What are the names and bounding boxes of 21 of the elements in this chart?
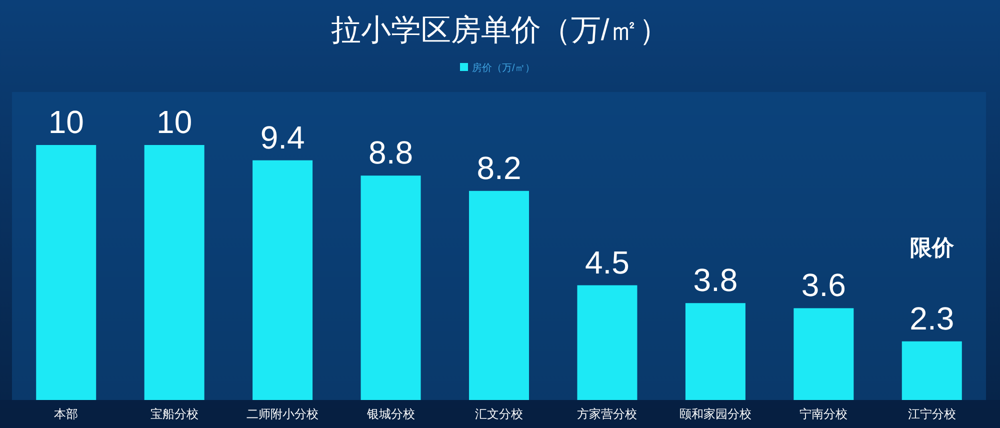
data-label: 3.6 (801, 267, 846, 304)
x-tick-label: 银城分校 (366, 407, 415, 421)
x-tick-label: 宁南分校 (800, 407, 848, 421)
chart-title: 拉小学区房单价（万/㎡） (330, 14, 670, 47)
data-label: 10 (48, 104, 84, 140)
data-label: 8.2 (476, 150, 522, 186)
legend-label: 房价（万/㎡） (472, 62, 535, 74)
x-tick-label: 二师附小分校 (246, 407, 319, 421)
data-label: 8.8 (368, 134, 414, 171)
x-tick-label: 方家营分校 (577, 407, 638, 421)
data-label: 3.8 (693, 262, 738, 298)
data-label: 9.4 (260, 119, 305, 156)
data-label: 4.5 (584, 244, 630, 280)
annotation: 限价 (910, 235, 955, 260)
x-tick-label: 汇文分校 (475, 407, 523, 421)
x-tick-label: 颐和家园分校 (679, 407, 752, 421)
data-label: 10 (156, 104, 192, 140)
data-label: 2.3 (910, 300, 954, 336)
x-tick-label: 江宁分校 (908, 407, 956, 421)
x-tick-label: 本部 (54, 407, 78, 421)
x-tick-label: 宝船分校 (150, 407, 198, 421)
